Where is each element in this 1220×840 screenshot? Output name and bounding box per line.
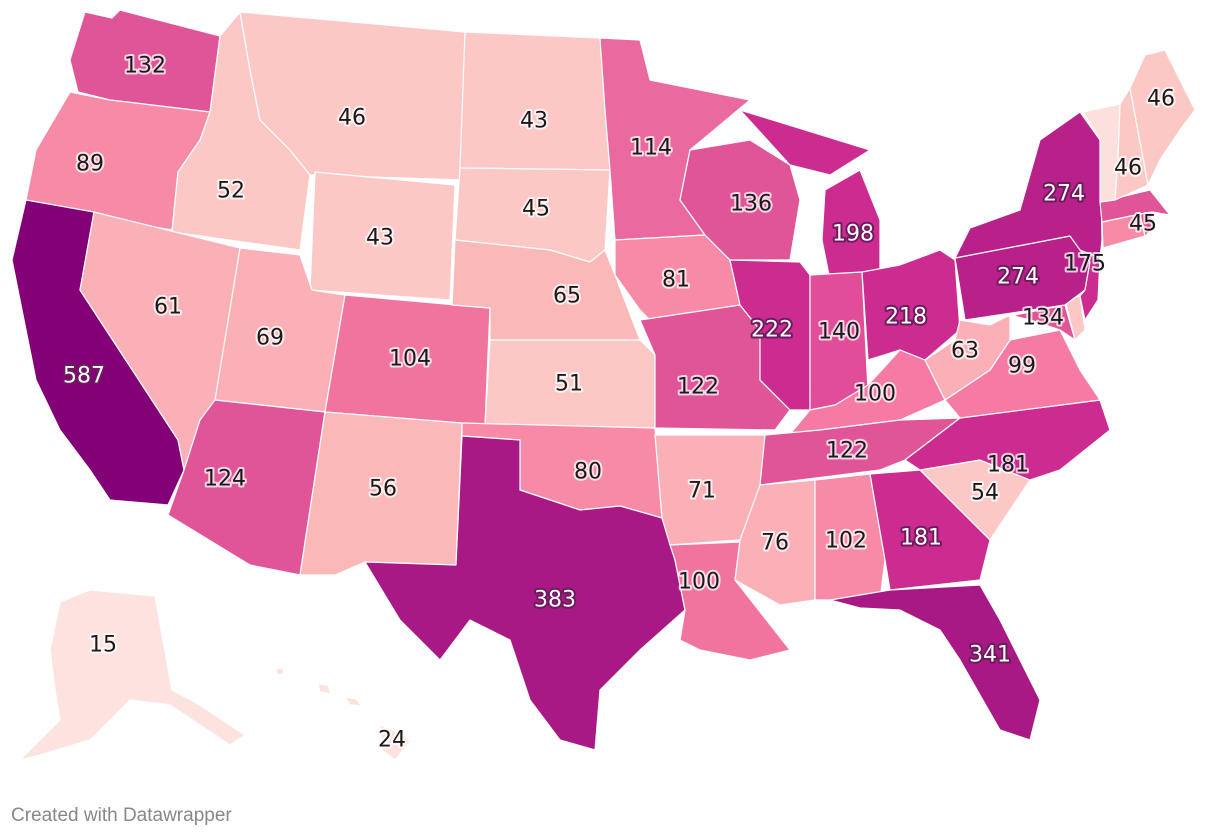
- state-label-ky: 100: [854, 382, 896, 407]
- state-label-co: 104: [389, 347, 431, 372]
- state-label-mi: 198: [832, 222, 874, 247]
- state-label-me: 46: [1147, 87, 1175, 112]
- state-label-sd: 45: [522, 197, 550, 222]
- state-label-nd: 43: [520, 109, 548, 134]
- state-tx[interactable]: [364, 435, 686, 751]
- state-wi[interactable]: [679, 139, 801, 261]
- state-label-nc: 181: [987, 453, 1029, 478]
- state-nd[interactable]: [459, 31, 611, 171]
- state-label-pa: 274: [997, 265, 1039, 290]
- state-label-ms: 76: [761, 531, 789, 556]
- state-label-ia: 81: [662, 268, 690, 293]
- state-label-wi: 136: [730, 192, 772, 217]
- state-label-mt: 46: [338, 106, 366, 131]
- state-il[interactable]: [729, 259, 811, 411]
- state-label-az: 124: [204, 467, 246, 492]
- state-label-mn: 114: [630, 136, 672, 161]
- datawrapper-credit: Created with Datawrapper: [11, 805, 232, 826]
- state-label-ar: 71: [688, 479, 716, 504]
- state-fl[interactable]: [829, 584, 1041, 741]
- state-label-wv: 63: [951, 339, 979, 364]
- state-label-nm: 56: [369, 477, 397, 502]
- state-label-in: 140: [818, 320, 860, 345]
- states-layer: [11, 9, 1196, 761]
- state-label-mo: 122: [677, 375, 719, 400]
- state-label-ga: 181: [900, 526, 942, 551]
- state-label-fl: 341: [969, 643, 1011, 668]
- state-label-nj: 175: [1064, 252, 1106, 277]
- state-label-al: 102: [825, 529, 867, 554]
- state-label-nv: 61: [154, 295, 182, 320]
- state-label-va: 99: [1008, 354, 1036, 379]
- state-label-il: 222: [751, 318, 793, 343]
- state-label-oh: 218: [885, 305, 927, 330]
- state-nh[interactable]: [1114, 87, 1149, 201]
- state-ne[interactable]: [451, 239, 641, 341]
- state-label-tx: 383: [534, 588, 576, 613]
- state-label-nh: 46: [1114, 156, 1142, 181]
- state-label-ok: 80: [574, 460, 602, 485]
- state-label-wy: 43: [366, 226, 394, 251]
- state-label-ut: 69: [256, 326, 284, 351]
- state-value-labels: 132 89 587 52 61 46 43 69 124 104 56 43 45 65 51 80 383 1…: [61, 52, 1177, 755]
- state-label-ne: 65: [553, 284, 581, 309]
- state-label-la: 100: [678, 570, 720, 595]
- state-ak[interactable]: [19, 589, 246, 761]
- state-label-sc: 54: [971, 481, 999, 506]
- state-label-ks: 51: [555, 372, 583, 397]
- state-hi[interactable]: [275, 667, 411, 761]
- state-label-hi: 24: [378, 728, 406, 753]
- state-me[interactable]: [1129, 49, 1196, 186]
- state-label-ma: 45: [1129, 212, 1157, 237]
- state-label-ca: 587: [63, 364, 105, 389]
- state-wy[interactable]: [309, 171, 456, 301]
- us-choropleth-map: 132 89 587 52 61 46 43 69 124 104 56 43 45 65 51 80 383 1…: [11, 9, 1196, 761]
- state-label-tn: 122: [826, 439, 868, 464]
- state-ny[interactable]: [954, 111, 1103, 259]
- state-label-wa: 132: [124, 54, 166, 79]
- state-label-or: 89: [76, 152, 104, 177]
- state-label-id: 52: [217, 179, 245, 204]
- state-label-ak: 15: [89, 633, 117, 658]
- state-label-ny: 274: [1043, 182, 1085, 207]
- state-nj[interactable]: [1079, 249, 1101, 321]
- state-label-md: 134: [1022, 306, 1064, 331]
